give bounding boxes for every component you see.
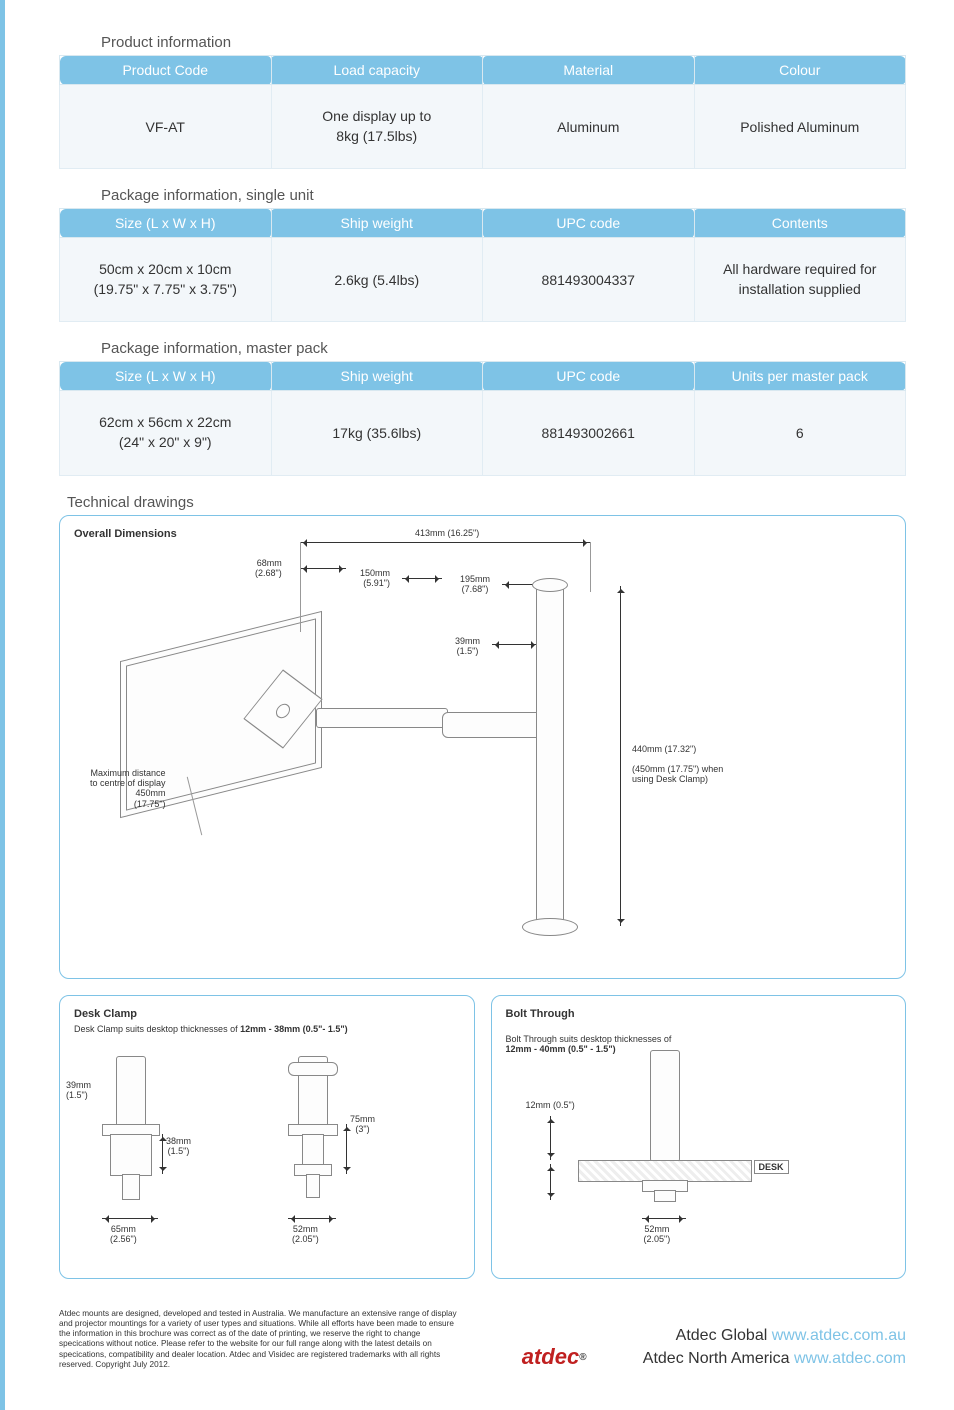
- overall-dimensions-box: Overall Dimensions 413mm (16.25") 68mm(2…: [59, 515, 906, 979]
- overall-box-title: Overall Dimensions: [74, 528, 891, 540]
- col-colour: Colour: [694, 56, 906, 85]
- footer-links: Atdec Global www.atdec.com.au Atdec Nort…: [643, 1325, 906, 1370]
- col-ship-weight: Ship weight: [271, 209, 483, 238]
- dim-39: 39mm(1.5"): [455, 636, 480, 657]
- clamp-c-left: [110, 1134, 152, 1176]
- footer-na-label: Atdec North America: [643, 1350, 794, 1367]
- clamp-lever: [288, 1062, 338, 1076]
- drawing-arm-1: [316, 708, 448, 728]
- dim-arrow-clamp-38: [162, 1134, 163, 1174]
- dim-195: 195mm(7.68"): [460, 574, 490, 595]
- dim-arrow-150: [402, 578, 442, 579]
- cell-units-master: 6: [694, 391, 906, 475]
- dim-440-note: (450mm (17.75") whenusing Desk Clamp): [632, 764, 723, 785]
- col-load-capacity: Load capacity: [271, 56, 483, 85]
- desk-clamp-title: Desk Clamp: [74, 1008, 460, 1020]
- cell-contents-single: All hardware required forinstallation su…: [694, 238, 906, 322]
- col-product-code: Product Code: [60, 56, 272, 85]
- ext-line-1: [300, 542, 301, 632]
- atdec-logo: atdec®: [522, 1344, 587, 1370]
- package-single-table: Size (L x W x H) Ship weight UPC code Co…: [59, 208, 906, 322]
- clamp-pole-left: [116, 1056, 146, 1128]
- bolt-desk-slab: [578, 1160, 752, 1182]
- col-material: Material: [483, 56, 695, 85]
- footer-na-url: www.atdec.com: [794, 1350, 906, 1367]
- cell-size-master: 62cm x 56cm x 22cm(24" x 20" x 9"): [60, 391, 272, 475]
- package-master-table: Size (L x W x H) Ship weight UPC code Un…: [59, 361, 906, 475]
- cell-upc-single: 881493004337: [483, 238, 695, 322]
- dim-width-total: 413mm (16.25"): [415, 528, 479, 538]
- col-upc-m: UPC code: [483, 362, 695, 391]
- footer-global-url: www.atdec.com.au: [772, 1327, 906, 1344]
- drawing-pole-cap: [532, 578, 568, 592]
- dim-arrow-clamp-52: [288, 1218, 336, 1219]
- drawing-pole-base: [522, 918, 578, 936]
- logo-text: atdec: [522, 1344, 579, 1370]
- cell-upc-master: 881493002661: [483, 391, 695, 475]
- dim-440: 440mm (17.32"): [632, 744, 696, 754]
- desk-clamp-sub-pre: Desk Clamp suits desktop thicknesses of: [74, 1024, 240, 1034]
- clamp-screw-right: [306, 1174, 320, 1198]
- bolt-sub-bold: 12mm - 40mm (0.5" - 1.5"): [506, 1044, 616, 1054]
- desk-clamp-subtitle: Desk Clamp suits desktop thicknesses of …: [74, 1024, 460, 1034]
- dim-clamp-75: 75mm(3"): [350, 1114, 375, 1135]
- dim-arrow-39: [492, 644, 538, 645]
- col-size: Size (L x W x H): [60, 209, 272, 238]
- dim-clamp-52: 52mm(2.05"): [292, 1224, 319, 1245]
- footnote-text: Atdec mounts are designed, developed and…: [59, 1309, 466, 1371]
- dim-arrow-bolt-52: [642, 1218, 686, 1219]
- bolt-nut: [654, 1190, 676, 1202]
- cell-product-code: VF-AT: [60, 85, 272, 169]
- cell-size-single: 50cm x 20cm x 10cm(19.75" x 7.75" x 3.75…: [60, 238, 272, 322]
- bolt-pole: [650, 1050, 680, 1162]
- bolt-through-subtitle: Bolt Through suits desktop thicknesses o…: [506, 1024, 892, 1054]
- bolt-sub-pre: Bolt Through suits desktop thicknesses o…: [506, 1034, 672, 1044]
- section-title-technical: Technical drawings: [67, 494, 906, 511]
- clamp-post-right: [302, 1134, 324, 1166]
- dim-68: 68mm(2.68"): [255, 558, 282, 579]
- dim-arrow-440: [620, 586, 621, 926]
- section-title-product: Product information: [101, 34, 906, 51]
- dim-clamp-65: 65mm(2.56"): [110, 1224, 137, 1245]
- cell-colour: Polished Aluminum: [694, 85, 906, 169]
- bolt-desk-label: DESK: [754, 1160, 789, 1174]
- section-title-package-master: Package information, master pack: [101, 340, 906, 357]
- dim-arrow-width: [300, 542, 590, 543]
- dim-arrow-clamp-75: [346, 1124, 347, 1174]
- ext-line-2: [590, 542, 591, 592]
- bolt-through-title: Bolt Through: [506, 1008, 892, 1020]
- registered-icon: ®: [579, 1352, 586, 1363]
- col-ship-weight-m: Ship weight: [271, 362, 483, 391]
- dim-bolt-12: 12mm (0.5"): [526, 1100, 575, 1110]
- dim-clamp-38: 38mm(1.5"): [166, 1136, 191, 1157]
- cell-weight-master: 17kg (35.6lbs): [271, 391, 483, 475]
- clamp-screw-left: [122, 1174, 140, 1200]
- desk-clamp-sub-bold: 12mm - 38mm (0.5"- 1.5"): [240, 1024, 348, 1034]
- dim-arrow-clamp-65: [102, 1218, 158, 1219]
- dim-arrow-bolt-12a: [550, 1116, 551, 1160]
- cell-load-capacity: One display up to8kg (17.5lbs): [271, 85, 483, 169]
- cell-material: Aluminum: [483, 85, 695, 169]
- cell-weight-single: 2.6kg (5.4lbs): [271, 238, 483, 322]
- dim-150: 150mm(5.91"): [360, 568, 390, 589]
- dim-bolt-52: 52mm(2.05"): [644, 1224, 671, 1245]
- col-contents: Contents: [694, 209, 906, 238]
- footer-global-label: Atdec Global: [676, 1327, 772, 1344]
- desk-clamp-box: Desk Clamp Desk Clamp suits desktop thic…: [59, 995, 475, 1279]
- col-size-m: Size (L x W x H): [60, 362, 272, 391]
- col-units-m: Units per master pack: [694, 362, 906, 391]
- dim-arrow-68: [300, 568, 346, 569]
- note-max-distance: Maximum distanceto centre of display450m…: [90, 768, 166, 809]
- section-title-package-single: Package information, single unit: [101, 187, 906, 204]
- col-upc: UPC code: [483, 209, 695, 238]
- drawing-pole: [536, 586, 564, 928]
- dim-arrow-bolt-12b: [550, 1164, 551, 1200]
- product-info-table: Product Code Load capacity Material Colo…: [59, 55, 906, 169]
- dim-clamp-39: 39mm(1.5"): [66, 1080, 91, 1101]
- bolt-through-box: Bolt Through Bolt Through suits desktop …: [491, 995, 907, 1279]
